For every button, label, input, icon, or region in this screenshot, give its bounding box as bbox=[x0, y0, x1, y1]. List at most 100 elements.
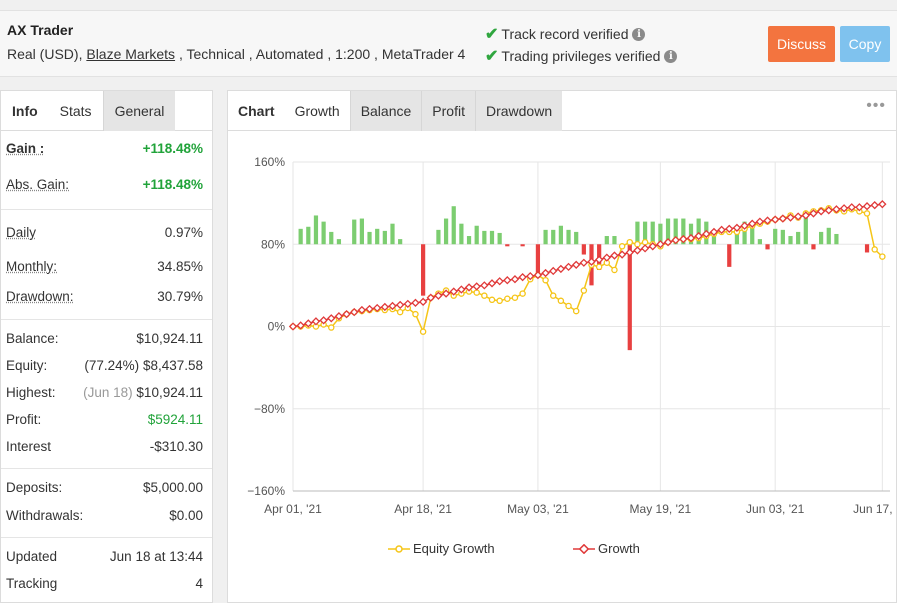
equity-growth-point bbox=[504, 295, 511, 302]
growth-point bbox=[357, 305, 367, 315]
chart-bar bbox=[864, 244, 870, 253]
divider bbox=[1, 319, 212, 320]
chart-bar bbox=[390, 223, 395, 245]
chart-bar bbox=[566, 229, 571, 245]
equity-growth-point bbox=[481, 292, 488, 299]
chart-bar bbox=[673, 218, 678, 245]
legend-growth[interactable]: Growth bbox=[573, 541, 640, 556]
chart-bar bbox=[352, 219, 357, 245]
broker-link[interactable]: Blaze Markets bbox=[86, 46, 176, 62]
growth-point bbox=[449, 287, 458, 296]
growth-point bbox=[388, 301, 397, 311]
info-icon[interactable]: i bbox=[664, 49, 678, 63]
chart-bar bbox=[398, 239, 403, 245]
x-tick-label: May 03, '21 bbox=[507, 502, 569, 516]
stat-drawdown: Drawdown: 30.79% bbox=[6, 289, 203, 309]
tab-balance[interactable]: Balance bbox=[349, 91, 422, 131]
y-tick-label: 0% bbox=[268, 320, 286, 334]
growth-point bbox=[709, 227, 719, 237]
chart-bar bbox=[436, 229, 441, 245]
withdrawals-label: Withdrawals: bbox=[6, 508, 84, 523]
growth-point bbox=[365, 304, 374, 314]
equity-growth-point bbox=[542, 276, 549, 284]
equity-value-group: (77.24%) $8,437.58 bbox=[84, 358, 203, 373]
info-icon[interactable]: i bbox=[632, 27, 646, 41]
equity-growth-point bbox=[473, 289, 480, 296]
growth-point bbox=[771, 215, 780, 224]
growth-point bbox=[533, 270, 543, 280]
tab-stats[interactable]: Stats bbox=[59, 103, 92, 119]
equity-growth-point bbox=[396, 308, 404, 316]
y-tick-label: 80% bbox=[261, 237, 285, 251]
divider bbox=[1, 468, 212, 469]
growth-line bbox=[292, 203, 883, 328]
tab-general[interactable]: General bbox=[102, 91, 176, 131]
x-tick-label: Jun 03, '21 bbox=[746, 502, 805, 516]
account-header: AX Trader Real (USD), Blaze Markets , Te… bbox=[0, 10, 897, 77]
ellipsis-icon[interactable]: ••• bbox=[866, 97, 886, 114]
chart-bar bbox=[757, 239, 762, 245]
equity-value: $8,437.58 bbox=[142, 358, 203, 373]
tab-profit[interactable]: Profit bbox=[421, 91, 475, 131]
divider bbox=[1, 537, 212, 538]
account-title: AX Trader bbox=[7, 22, 74, 38]
growth-point bbox=[602, 253, 611, 262]
chart-bar bbox=[367, 231, 372, 245]
growth-point bbox=[625, 248, 634, 257]
chart-bar bbox=[329, 231, 334, 245]
deposits-value: $5,000.00 bbox=[142, 480, 203, 495]
chart-bar bbox=[443, 218, 449, 245]
chart-bar bbox=[482, 230, 487, 245]
monthly-value: 34.85% bbox=[157, 259, 203, 274]
legend-equity-growth[interactable]: Equity Growth bbox=[388, 541, 495, 556]
highest-value-group: (Jun 18) $10,924.11 bbox=[83, 385, 203, 400]
growth-point bbox=[518, 272, 527, 282]
tab-chart[interactable]: Chart bbox=[238, 103, 275, 119]
chart-bar bbox=[803, 211, 808, 245]
growth-point bbox=[288, 322, 298, 331]
discuss-button[interactable]: Discuss bbox=[768, 26, 835, 62]
growth-point bbox=[878, 199, 887, 209]
chart-bar bbox=[581, 244, 586, 255]
x-tick-label: May 19, '21 bbox=[630, 502, 692, 516]
equity-growth-point bbox=[412, 310, 419, 318]
y-tick-label: 160% bbox=[254, 155, 285, 169]
equity-growth-point bbox=[618, 243, 626, 250]
growth-point bbox=[717, 225, 726, 235]
chart-bar bbox=[635, 221, 640, 245]
growth-point bbox=[380, 302, 390, 312]
chart-bar bbox=[459, 223, 464, 245]
account-details: Real (USD), Blaze Markets , Technical , … bbox=[7, 46, 465, 62]
abs-gain-value: +118.48% bbox=[142, 177, 203, 192]
equity-growth-point bbox=[626, 238, 634, 246]
chart-bar bbox=[574, 231, 579, 245]
tab-info[interactable]: Info bbox=[12, 103, 38, 119]
updated-label: Updated bbox=[6, 549, 58, 564]
tracking-value: 4 bbox=[195, 576, 203, 591]
copy-button[interactable]: Copy bbox=[840, 26, 890, 62]
growth-point bbox=[671, 235, 680, 245]
profit-label: Profit: bbox=[6, 412, 42, 427]
stat-equity: Equity: (77.24%) $8,437.58 bbox=[6, 358, 203, 378]
equity-growth-point bbox=[595, 263, 603, 271]
chart-bar bbox=[788, 236, 793, 245]
growth-point bbox=[411, 298, 420, 308]
equity-growth-point bbox=[641, 238, 649, 246]
interest-value: -$310.30 bbox=[149, 439, 203, 454]
chart-bar bbox=[665, 218, 671, 245]
chart-bar bbox=[382, 230, 387, 245]
chart-bar bbox=[505, 244, 510, 247]
chart-bar bbox=[336, 239, 342, 245]
tab-growth[interactable]: Growth bbox=[294, 103, 340, 119]
divider bbox=[1, 209, 212, 210]
chart-bar bbox=[551, 229, 556, 245]
chart-bar bbox=[489, 230, 495, 245]
equity-growth-point bbox=[419, 328, 427, 335]
growth-point bbox=[786, 213, 795, 222]
updated-value: Jun 18 at 13:44 bbox=[109, 549, 203, 564]
chart-bar bbox=[298, 228, 303, 245]
chart-bar bbox=[321, 221, 326, 245]
drawdown-value: 30.79% bbox=[157, 289, 203, 304]
tab-drawdown[interactable]: Drawdown bbox=[474, 91, 563, 131]
growth-point bbox=[556, 264, 566, 274]
